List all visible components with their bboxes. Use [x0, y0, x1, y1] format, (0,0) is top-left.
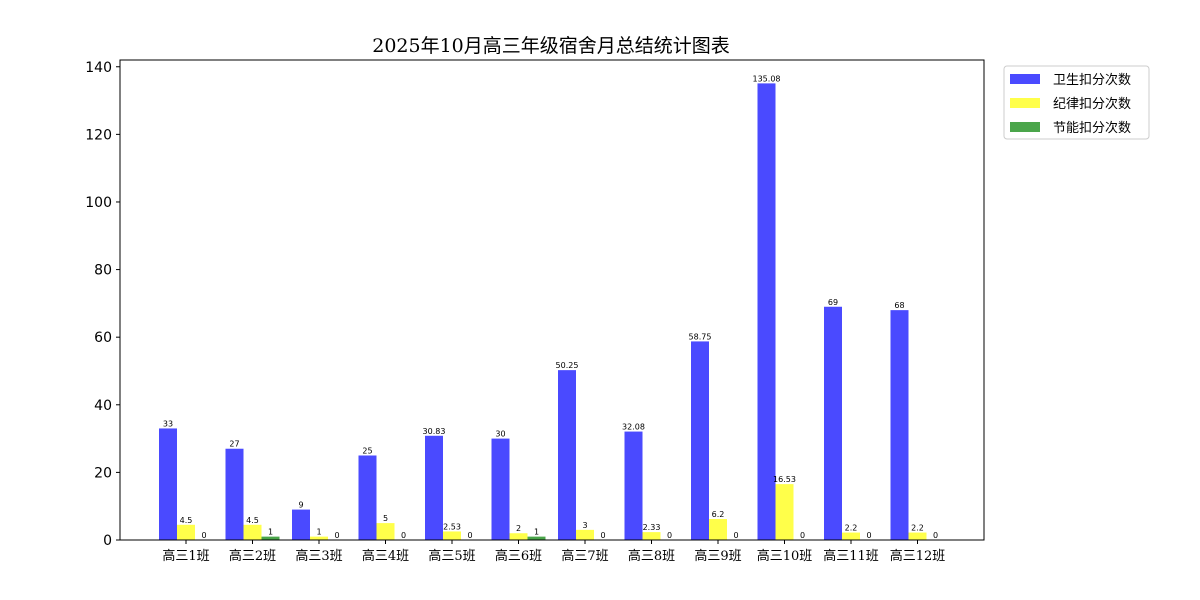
bar-series1-7 [558, 370, 576, 540]
bar-series2-9 [709, 519, 727, 540]
data-label-series2-12: 2.2 [911, 524, 924, 533]
x-tick-label: 高三5班 [428, 548, 475, 564]
x-tick-label: 高三10班 [757, 548, 813, 564]
legend-label-2: 纪律扣分次数 [1053, 96, 1131, 112]
data-label-series2-7: 3 [582, 521, 587, 530]
y-tick-label: 120 [85, 127, 112, 143]
data-label-series3-1: 0 [201, 531, 206, 540]
data-label-series3-6: 1 [534, 528, 539, 537]
y-tick-label: 80 [94, 263, 112, 279]
bar-series2-11 [842, 532, 860, 540]
bar-series2-7 [576, 529, 594, 540]
bar-series2-8 [642, 532, 661, 540]
data-label-series2-10: 16.53 [773, 475, 796, 484]
x-tick-label: 高三1班 [162, 548, 209, 564]
data-label-series1-11: 69 [828, 298, 838, 307]
legend-swatch-2 [1010, 98, 1040, 108]
data-label-series3-11: 0 [866, 531, 871, 540]
y-tick-label: 20 [94, 465, 112, 481]
legend-frame [1003, 65, 1150, 140]
chart-title: 2025年10月高三年级宿舍月总结统计图表 [372, 35, 730, 57]
data-label-series2-1: 4.5 [180, 516, 193, 525]
bar-series1-5 [425, 435, 443, 540]
data-label-series1-9: 58.75 [689, 332, 712, 341]
y-tick-label: 140 [85, 60, 112, 76]
bar-series1-12 [890, 310, 909, 540]
bar-series2-6 [509, 533, 528, 540]
bar-series1-3 [292, 509, 310, 540]
y-tick-label: 40 [94, 398, 112, 414]
x-axis: 高三1班 高三2班 高三3班 高三4班 高三5班 高三6班 高三7班 高三8班 高三9班 高三10… [162, 540, 945, 564]
data-label-series1-1: 33 [163, 419, 173, 428]
data-label-series1-8: 32.08 [622, 423, 645, 432]
data-label-series1-7: 50.25 [556, 361, 579, 370]
y-tick-label: 0 [103, 533, 112, 549]
bars-layer [159, 83, 927, 540]
bar-series2-12 [908, 532, 927, 540]
bar-series1-8 [624, 431, 643, 540]
x-tick-label: 高三9班 [694, 548, 741, 564]
bar-series3-6 [527, 536, 546, 540]
x-tick-label: 高三12班 [890, 548, 946, 564]
data-label-series2-6: 2 [516, 524, 521, 533]
x-tick-label: 高三6班 [495, 548, 542, 564]
legend-swatch-3 [1010, 122, 1040, 132]
bar-series2-3 [310, 536, 328, 540]
data-label-series2-11: 2.2 [845, 524, 858, 533]
legend-label-1: 卫生扣分次数 [1053, 72, 1131, 88]
x-tick-label: 高三7班 [561, 548, 608, 564]
bar-series2-1 [177, 524, 195, 540]
data-label-series3-8: 0 [667, 531, 672, 540]
x-tick-label: 高三11班 [823, 548, 879, 564]
data-label-series3-4: 0 [401, 531, 406, 540]
data-label-series1-3: 9 [298, 501, 303, 510]
data-label-series1-6: 30 [495, 430, 505, 439]
data-label-series3-2: 1 [268, 528, 273, 537]
data-label-series2-4: 5 [383, 514, 388, 523]
data-label-series1-10: 135.08 [753, 74, 781, 83]
x-tick-label: 高三2班 [229, 548, 276, 564]
data-label-series1-12: 68 [894, 301, 904, 310]
bar-series1-10 [757, 83, 776, 540]
x-tick-label: 高三8班 [628, 548, 675, 564]
bar-series3-2 [261, 536, 280, 540]
y-tick-label: 100 [85, 195, 112, 211]
data-label-series3-5: 0 [467, 531, 472, 540]
y-axis: 0 20 40 60 80 100 120 140 [85, 60, 120, 549]
bar-series2-2 [243, 524, 262, 540]
data-label-series3-9: 0 [733, 531, 738, 540]
x-tick-label: 高三3班 [295, 548, 342, 564]
bar-series1-6 [491, 438, 510, 540]
data-label-series3-7: 0 [600, 531, 605, 540]
bar-series1-4 [358, 455, 377, 540]
bar-series1-1 [159, 428, 177, 540]
bar-series1-2 [225, 448, 244, 540]
bar-series2-5 [443, 531, 461, 540]
data-label-series2-9: 6.2 [712, 510, 725, 519]
bar-series1-9 [691, 341, 709, 540]
plot-frame [119, 59, 985, 541]
data-label-series3-10: 0 [800, 531, 805, 540]
legend-label-3: 节能扣分次数 [1053, 120, 1131, 136]
bar-series2-10 [775, 484, 794, 540]
data-label-series2-2: 4.5 [246, 516, 259, 525]
x-tick-label: 高三4班 [362, 548, 409, 564]
data-label-series2-3: 1 [316, 528, 321, 537]
bar-series2-4 [376, 523, 395, 540]
data-label-series3-12: 0 [933, 531, 938, 540]
data-label-series2-8: 2.33 [643, 523, 661, 532]
legend-swatch-1 [1010, 74, 1040, 84]
y-tick-label: 60 [94, 330, 112, 346]
bar-series1-11 [824, 306, 842, 540]
data-label-series3-3: 0 [334, 531, 339, 540]
data-label-series1-2: 27 [229, 440, 239, 449]
data-label-series1-4: 25 [362, 446, 372, 455]
data-label-series1-5: 30.83 [423, 427, 446, 436]
data-label-series2-5: 2.53 [443, 522, 461, 531]
